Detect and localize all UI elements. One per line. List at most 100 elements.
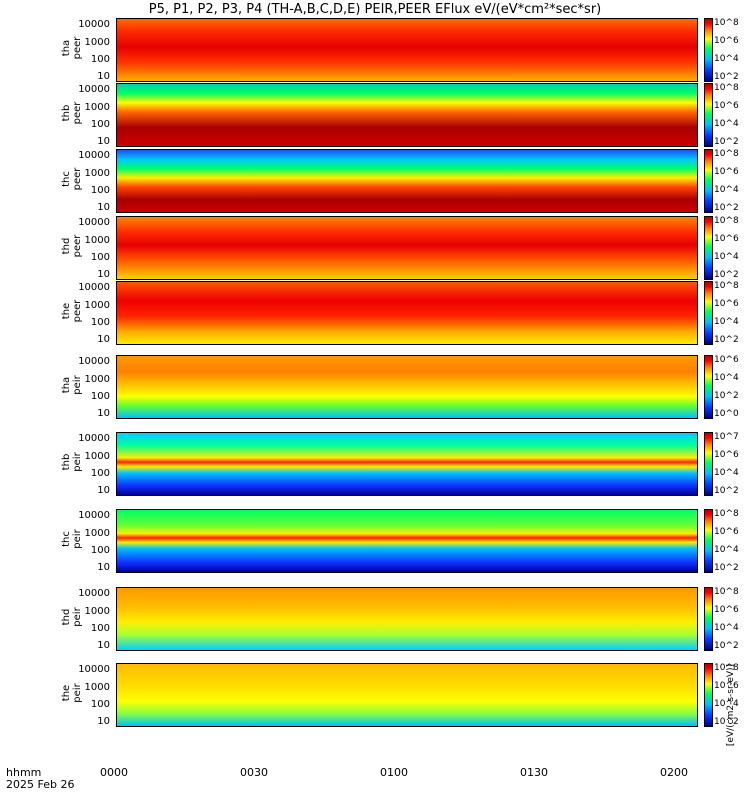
colorbar-tick-label: 10^6 (714, 355, 739, 365)
y-tick-label: 1000 (84, 299, 110, 311)
chart-title: P5, P1, P2, P3, P4 (TH-A,B,C,D,E) PEIR,P… (148, 2, 602, 17)
y-tick-label: 100 (90, 185, 110, 197)
colorbar-tick-label: 10^6 (714, 101, 739, 111)
x-tick-label: 0130 (520, 766, 548, 779)
y-tick-label: 1000 (84, 450, 110, 462)
colorbar-tick-label: 10^6 (714, 36, 739, 46)
y-tick-label: 10000 (78, 664, 110, 676)
spectrogram-the-peir (116, 663, 698, 727)
y-tick-label: 1000 (84, 234, 110, 246)
y-tick-label: 10 (97, 561, 110, 573)
x-tick-label: 0000 (100, 766, 128, 779)
colorbar-tick-label: 10^4 (714, 373, 739, 383)
colorbar-tick-label: 10^8 (714, 509, 739, 519)
y-tick-label: 10 (97, 715, 110, 727)
colorbar-tick-label: 10^8 (714, 663, 739, 673)
colorbar (704, 587, 713, 651)
y-tick-label: 10 (97, 407, 110, 419)
colorbar-tick-label: 10^4 (714, 119, 739, 129)
colorbar-tick-label: 10^8 (714, 83, 739, 93)
y-tick-label: 100 (90, 699, 110, 711)
spectrogram-thb-peir (116, 432, 698, 496)
y-tick-label: 10000 (78, 217, 110, 229)
colorbar-tick-label: 10^4 (714, 185, 739, 195)
y-tick-label: 1000 (84, 36, 110, 48)
y-tick-label: 10000 (78, 588, 110, 600)
y-tick-label: 10 (97, 135, 110, 147)
colorbar-tick-label: 10^0 (714, 409, 739, 419)
colorbar-tick-label: 10^4 (714, 252, 739, 262)
colorbar-tick-label: 10^4 (714, 54, 739, 64)
x-axis-units: hhmm (6, 766, 42, 779)
y-tick-label: 1000 (84, 681, 110, 693)
y-tick-label: 10 (97, 70, 110, 82)
colorbar-tick-label: 10^2 (714, 486, 739, 496)
colorbar-tick-label: 10^8 (714, 18, 739, 28)
colorbar (704, 83, 713, 147)
y-tick-label: 100 (90, 119, 110, 131)
colorbar-tick-label: 10^6 (714, 527, 739, 537)
y-tick-label: 10000 (78, 19, 110, 31)
colorbar-tick-label: 10^4 (714, 317, 739, 327)
colorbar-tick-label: 10^2 (714, 717, 739, 727)
y-tick-label: 1000 (84, 605, 110, 617)
colorbar-tick-label: 10^8 (714, 149, 739, 159)
y-tick-label: 1000 (84, 527, 110, 539)
colorbar-tick-label: 10^6 (714, 234, 739, 244)
y-tick-label: 100 (90, 391, 110, 403)
y-tick-label: 10000 (78, 150, 110, 162)
colorbar-tick-label: 10^2 (714, 203, 739, 213)
colorbar-tick-label: 10^2 (714, 641, 739, 651)
colorbar (704, 149, 713, 213)
x-tick-label: 0030 (240, 766, 268, 779)
y-tick-label: 10000 (78, 356, 110, 368)
colorbar (704, 216, 713, 280)
colorbar-tick-label: 10^8 (714, 216, 739, 226)
colorbar (704, 355, 713, 419)
spectrogram-the-peer (116, 281, 698, 345)
y-tick-label: 10 (97, 333, 110, 345)
colorbar-tick-label: 10^6 (714, 450, 739, 460)
colorbar-unit-label: [eV/(cm2-s-sr-eV)] (726, 663, 737, 747)
y-tick-label: 100 (90, 545, 110, 557)
y-tick-label: 1000 (84, 373, 110, 385)
colorbar-tick-label: 10^2 (714, 391, 739, 401)
colorbar-tick-label: 10^2 (714, 335, 739, 345)
spectrogram-thd-peir (116, 587, 698, 651)
colorbar-tick-label: 10^2 (714, 72, 739, 82)
colorbar-tick-label: 10^4 (714, 623, 739, 633)
y-tick-label: 10 (97, 484, 110, 496)
colorbar (704, 663, 713, 727)
y-tick-label: 10 (97, 201, 110, 213)
y-tick-label: 1000 (84, 167, 110, 179)
y-tick-label: 100 (90, 317, 110, 329)
y-tick-label: 10 (97, 639, 110, 651)
y-tick-label: 10000 (78, 282, 110, 294)
colorbar-tick-label: 10^4 (714, 468, 739, 478)
x-tick-label: 0100 (380, 766, 408, 779)
colorbar-tick-label: 10^2 (714, 137, 739, 147)
colorbar (704, 509, 713, 573)
colorbar-tick-label: 10^6 (714, 681, 739, 691)
colorbar-tick-label: 10^8 (714, 281, 739, 291)
spectrogram-tha-peer (116, 18, 698, 82)
colorbar-tick-label: 10^7 (714, 432, 739, 442)
y-tick-label: 10 (97, 268, 110, 280)
colorbar-tick-label: 10^4 (714, 699, 739, 709)
colorbar-tick-label: 10^2 (714, 270, 739, 280)
spectrogram-thb-peer (116, 83, 698, 147)
colorbar-tick-label: 10^6 (714, 299, 739, 309)
y-tick-label: 10000 (78, 84, 110, 96)
y-tick-label: 100 (90, 54, 110, 66)
colorbar (704, 432, 713, 496)
colorbar-tick-label: 10^6 (714, 605, 739, 615)
spectrogram-thc-peer (116, 149, 698, 213)
spectrogram-thd-peer (116, 216, 698, 280)
y-tick-label: 10000 (78, 510, 110, 522)
spectrogram-thc-peir (116, 509, 698, 573)
y-tick-label: 10000 (78, 433, 110, 445)
x-tick-label: 0200 (660, 766, 688, 779)
y-tick-label: 100 (90, 623, 110, 635)
colorbar-tick-label: 10^6 (714, 167, 739, 177)
y-tick-label: 100 (90, 468, 110, 480)
